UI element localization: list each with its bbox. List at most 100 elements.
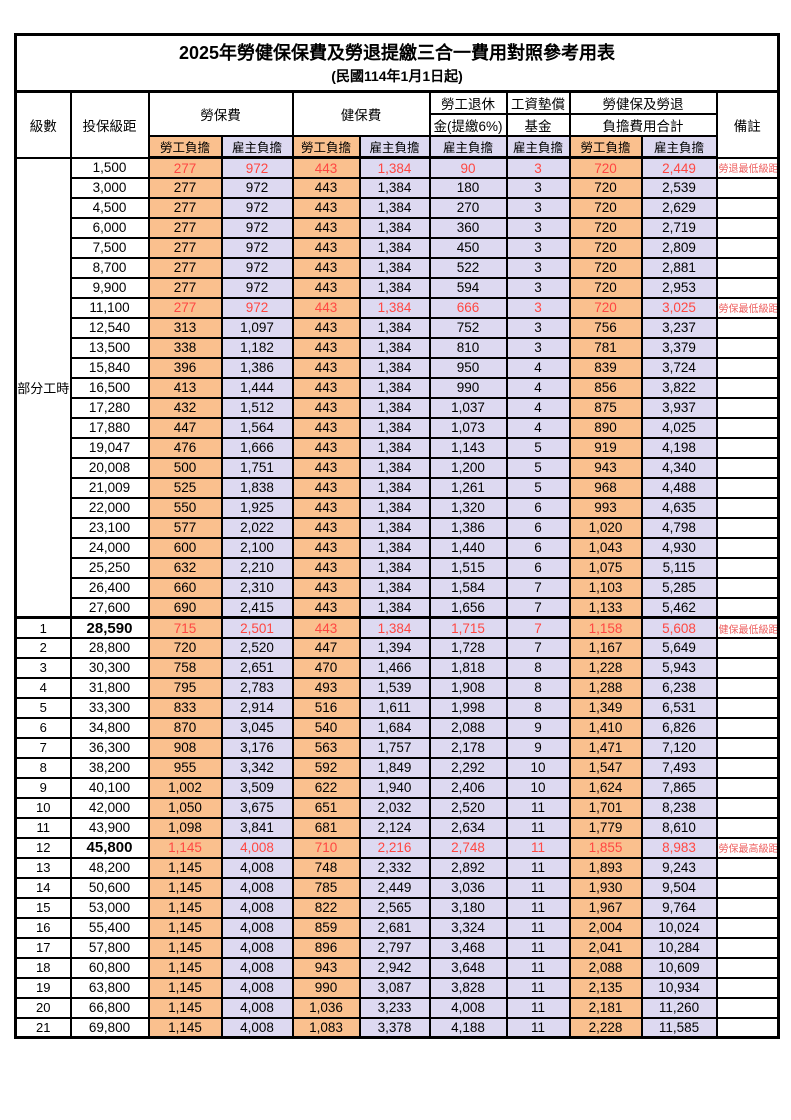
value-cell: 277 [147, 256, 223, 279]
col-header-pension-line2: 金(提繳6%) [428, 113, 508, 138]
bracket-cell: 25,250 [69, 556, 150, 579]
value-cell: 4,798 [640, 516, 718, 539]
remark-cell [715, 596, 780, 619]
value-cell: 3 [505, 156, 571, 179]
value-cell: 1,512 [220, 396, 294, 419]
value-cell: 443 [291, 176, 361, 199]
value-cell: 1,384 [358, 316, 431, 339]
bracket-cell: 16,500 [69, 376, 150, 399]
value-cell: 3,675 [220, 796, 294, 819]
subheader-total-employee: 勞工負擔 [568, 135, 643, 160]
value-cell: 1,145 [147, 836, 223, 859]
bracket-cell: 33,300 [69, 696, 150, 719]
level-cell: 19 [14, 976, 72, 999]
bracket-cell: 4,500 [69, 196, 150, 219]
value-cell: 720 [147, 636, 223, 659]
value-cell: 1,855 [568, 836, 643, 859]
value-cell: 710 [291, 836, 361, 859]
level-cell: 13 [14, 856, 72, 879]
bracket-cell: 27,600 [69, 596, 150, 619]
value-cell: 810 [428, 336, 508, 359]
value-cell: 972 [220, 156, 294, 179]
value-cell: 6,531 [640, 696, 718, 719]
value-cell: 2,953 [640, 276, 718, 299]
remark-cell [715, 656, 780, 679]
value-cell: 443 [291, 216, 361, 239]
value-cell: 3 [505, 296, 571, 319]
value-cell: 1,103 [568, 576, 643, 599]
value-cell: 943 [291, 956, 361, 979]
value-cell: 1,779 [568, 816, 643, 839]
remark-cell [715, 436, 780, 459]
value-cell: 3 [505, 316, 571, 339]
col-header-wage-fund-line2: 基金 [505, 113, 571, 138]
table-row: 3,000 277 972 443 1,384 180 3 720 2,539 [16, 176, 780, 199]
table-row: 4,500 277 972 443 1,384 270 3 720 2,629 [16, 196, 780, 219]
value-cell: 1,893 [568, 856, 643, 879]
value-cell: 3 [505, 216, 571, 239]
remark-cell: 健保最低級距 [715, 616, 780, 639]
remark-cell: 勞退最低級距 [715, 156, 780, 179]
table-row: 12 45,800 1,145 4,008 710 2,216 2,748 11 1,855 8,… [14, 836, 780, 859]
value-cell: 493 [291, 676, 361, 699]
value-cell: 720 [568, 236, 643, 259]
remark-cell: 勞保最高級距 [715, 836, 780, 859]
value-cell: 11 [505, 876, 571, 899]
remark-cell [715, 316, 780, 339]
value-cell: 443 [291, 356, 361, 379]
value-cell: 1,384 [358, 196, 431, 219]
value-cell: 592 [291, 756, 361, 779]
value-cell: 1,384 [358, 416, 431, 439]
bracket-cell: 3,000 [69, 176, 150, 199]
value-cell: 413 [147, 376, 223, 399]
remark-cell [715, 176, 780, 199]
value-cell: 720 [568, 256, 643, 279]
value-cell: 4,008 [428, 996, 508, 1019]
value-cell: 795 [147, 676, 223, 699]
value-cell: 3,379 [640, 336, 718, 359]
value-cell: 972 [220, 236, 294, 259]
value-cell: 2,022 [220, 516, 294, 539]
header-row-3: 勞工負擔 雇主負擔 勞工負擔 雇主負擔 雇主負擔 雇主負擔 勞工負擔 雇主負擔 [16, 135, 779, 160]
bracket-cell: 24,000 [69, 536, 150, 559]
remark-cell [715, 336, 780, 359]
value-cell: 7 [505, 616, 571, 639]
bracket-cell: 13,500 [69, 336, 150, 359]
value-cell: 8,610 [640, 816, 718, 839]
value-cell: 1,261 [428, 476, 508, 499]
table-row: 6,000 277 972 443 1,384 360 3 720 2,719 [16, 216, 780, 239]
value-cell: 1,384 [358, 296, 431, 319]
value-cell: 8 [505, 696, 571, 719]
value-cell: 443 [291, 316, 361, 339]
value-cell: 1,547 [568, 756, 643, 779]
value-cell: 1,002 [147, 776, 223, 799]
value-cell: 720 [568, 216, 643, 239]
value-cell: 752 [428, 316, 508, 339]
bracket-cell: 43,900 [69, 816, 150, 839]
value-cell: 2,332 [358, 856, 431, 879]
value-cell: 4 [505, 376, 571, 399]
value-cell: 4,008 [220, 896, 294, 919]
value-cell: 919 [568, 436, 643, 459]
value-cell: 968 [568, 476, 643, 499]
value-cell: 1,043 [568, 536, 643, 559]
value-cell: 396 [147, 356, 223, 379]
remark-cell [715, 236, 780, 259]
value-cell: 90 [428, 156, 508, 179]
value-cell: 11,260 [640, 996, 718, 1019]
title-block: 2025年勞健保保費及勞退提繳三合一費用對照參考用表 (民國114年1月1日起) [14, 33, 780, 94]
value-cell: 313 [147, 316, 223, 339]
value-cell: 1,611 [358, 696, 431, 719]
value-cell: 3,937 [640, 396, 718, 419]
value-cell: 9 [505, 736, 571, 759]
table-row: 21,009 525 1,838 443 1,384 1,261 5 968 4,488 [16, 476, 780, 499]
value-cell: 3,237 [640, 316, 718, 339]
value-cell: 690 [147, 596, 223, 619]
remark-cell [715, 776, 780, 799]
value-cell: 2,124 [358, 816, 431, 839]
bracket-cell: 9,900 [69, 276, 150, 299]
value-cell: 2,088 [568, 956, 643, 979]
value-cell: 1,145 [147, 956, 223, 979]
table-row: 18 60,800 1,145 4,008 943 2,942 3,648 11 2,088 10… [14, 956, 780, 979]
value-cell: 1,751 [220, 456, 294, 479]
